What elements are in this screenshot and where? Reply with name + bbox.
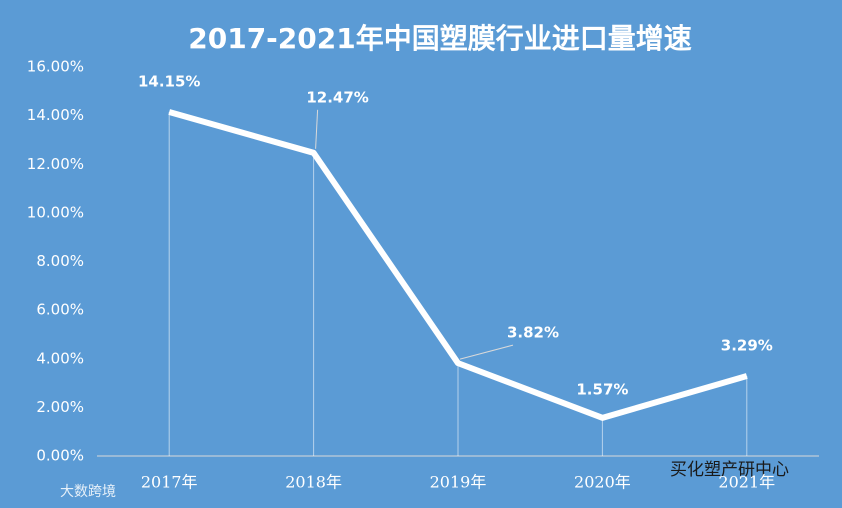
data-label: 14.15%: [138, 72, 200, 90]
x-tick-label: 2020年: [574, 473, 631, 492]
y-tick-label: 0.00%: [36, 447, 84, 465]
y-tick-label: 10.00%: [27, 203, 84, 221]
y-tick-label: 12.00%: [27, 155, 84, 173]
y-tick-label: 8.00%: [36, 252, 84, 270]
y-tick-label: 16.00%: [27, 58, 84, 76]
y-tick-label: 14.00%: [27, 106, 84, 124]
x-tick-label: 2021年: [718, 473, 775, 492]
data-label: 12.47%: [306, 88, 368, 106]
watermark: 买化塑产研中心: [670, 460, 789, 480]
x-tick-label: 2019年: [430, 473, 487, 492]
data-label: 3.29%: [721, 337, 773, 355]
data-label: 3.82%: [507, 324, 559, 342]
y-tick-label: 2.00%: [36, 398, 84, 416]
line: [168, 109, 748, 421]
x-tick-label: 2018年: [285, 473, 342, 492]
watermark: 大数跨境: [60, 484, 116, 500]
y-tick-label: 6.00%: [36, 301, 84, 319]
leader-line: [315, 109, 319, 149]
x-tick-label: 2017年: [141, 473, 198, 492]
leader-line: [459, 344, 514, 360]
chart-title: 2017-2021年中国塑膜行业进口量增速: [188, 22, 691, 55]
data-label: 1.57%: [576, 380, 628, 398]
y-tick-label: 4.00%: [36, 349, 84, 367]
